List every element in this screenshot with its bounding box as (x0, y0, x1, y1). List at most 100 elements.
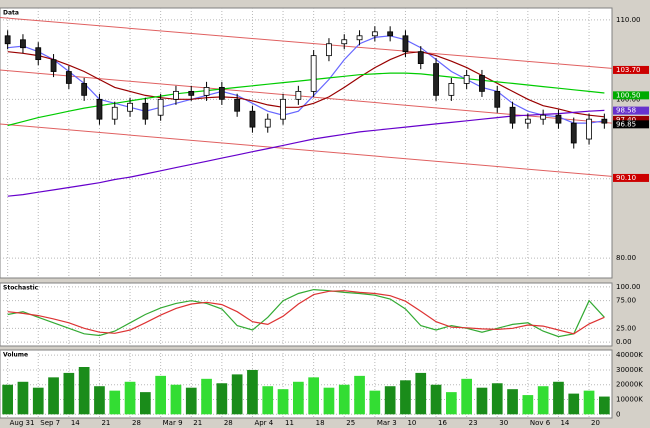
x-tick-label: 14 (71, 419, 80, 427)
x-tick-label: 18 (316, 419, 325, 427)
volume-bar (17, 381, 29, 415)
candle-body (4, 35, 11, 45)
price-marker (613, 91, 649, 100)
x-tick-label: Aug 31 (10, 419, 35, 427)
volume-bar (507, 389, 518, 415)
x-tick-label: Mar 9 (163, 419, 183, 427)
volume-bar (553, 381, 564, 415)
candle-body (218, 87, 225, 100)
line-series (7, 35, 605, 124)
volume-bar (583, 390, 595, 415)
y-tick-label: 75.00 (616, 297, 636, 305)
price-marker (613, 65, 649, 74)
candle-body (35, 47, 42, 61)
x-tick-label: 30 (499, 419, 508, 427)
x-tick-label: Apr 4 (254, 419, 273, 427)
volume-bar (2, 384, 14, 415)
volume-bar (155, 375, 167, 415)
x-tick-label: 16 (438, 419, 447, 427)
y-tick-label: 80.00 (616, 254, 636, 262)
candle-body (264, 118, 271, 128)
candle-body (417, 51, 424, 64)
candle-body (203, 87, 210, 96)
volume-bar (124, 381, 136, 415)
price-marker-label: 96.85 (616, 120, 636, 128)
volume-bar (185, 387, 197, 415)
volume-bar (262, 386, 274, 415)
candle-body (96, 98, 103, 120)
candle-body (341, 39, 348, 45)
price-marker (613, 173, 649, 182)
candle-body (601, 118, 608, 124)
trendline (0, 17, 613, 69)
x-tick-label: 10 (407, 419, 416, 427)
volume-bar (32, 387, 44, 415)
volume-bar (476, 387, 488, 415)
volume-bar (338, 384, 350, 415)
price-marker-label: 98.58 (616, 107, 636, 115)
candle-body (524, 118, 531, 124)
candle-body (280, 98, 286, 120)
candle-body (586, 118, 592, 140)
y-tick-label: 30000K (616, 366, 643, 374)
candle-body (570, 122, 577, 144)
volume-bar (568, 393, 580, 415)
candle-body (249, 110, 256, 128)
candle-body (65, 71, 72, 84)
price-marker-label: 97.40 (616, 116, 636, 124)
y-tick-label: 40000K (616, 351, 643, 359)
candle-body (50, 59, 57, 72)
panel-background (0, 7, 613, 279)
volume-bar (292, 381, 304, 415)
x-tick-label: Sep 7 (40, 419, 60, 427)
candle-body (494, 90, 501, 108)
candle-body (371, 31, 378, 37)
y-tick-label: 20000K (616, 381, 643, 389)
volume-bar (247, 369, 258, 415)
price-marker-label: 90.10 (616, 174, 636, 182)
candle-body (540, 114, 547, 120)
price-marker (613, 106, 649, 115)
volume-bar (78, 367, 90, 415)
panel-title: Data (3, 10, 19, 17)
y-tick-label: 10000K (616, 396, 643, 404)
volume-bar (598, 396, 610, 415)
price-marker-label: 100.50 (616, 91, 641, 99)
panel-background (0, 349, 613, 419)
candle-body (111, 106, 118, 120)
candle-body (509, 106, 516, 124)
line-series (7, 109, 605, 197)
volume-bar (461, 378, 473, 415)
panel-title-bg (1, 351, 37, 359)
x-tick-label: 28 (224, 419, 233, 427)
x-tick-label: 14 (560, 419, 569, 427)
volume-bar (94, 386, 105, 415)
candle-body (234, 98, 241, 112)
candle-body (127, 102, 133, 112)
volume-bar (277, 389, 289, 415)
panel-title-bg (1, 9, 37, 17)
volume-bar (491, 383, 503, 415)
panel-title: Volume (3, 352, 28, 359)
volume-bar (384, 386, 396, 415)
candle-body (173, 90, 179, 100)
x-tick-label: 28 (132, 419, 141, 427)
volume-bar (109, 390, 121, 415)
panel-title-bg (1, 284, 37, 292)
volume-bar (216, 383, 228, 415)
price-marker (613, 115, 649, 124)
candle-body (20, 39, 26, 49)
y-tick-label: 110.00 (616, 16, 641, 24)
panel-background (0, 282, 613, 347)
candle-body (295, 90, 302, 100)
volume-bar (522, 395, 534, 415)
candle-body (310, 55, 317, 92)
line-series (7, 72, 605, 127)
volume-bar (369, 390, 381, 415)
x-tick-label: 23 (469, 419, 478, 427)
panel-title: Stochastic (3, 285, 39, 292)
candle-body (188, 90, 195, 96)
x-tick-label: 21 (101, 419, 110, 427)
x-tick-label: Nov 6 (530, 419, 551, 427)
